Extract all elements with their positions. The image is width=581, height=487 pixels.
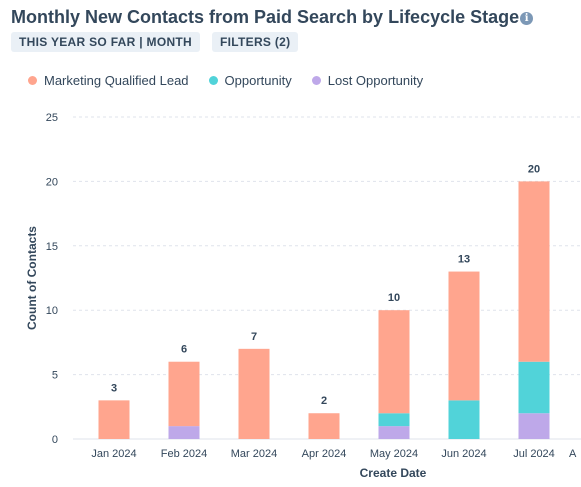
x-tick-label: Jan 2024 [91, 448, 136, 460]
legend-label-opportunity: Opportunity [224, 73, 292, 88]
bar-segment[interactable] [378, 310, 410, 414]
bar-segment[interactable] [378, 413, 410, 427]
x-tick-label: Apr 2024 [302, 448, 347, 460]
bar-segment[interactable] [238, 348, 270, 439]
bar-total-label: 10 [388, 292, 400, 304]
y-tick-label: 5 [52, 370, 58, 382]
bar-segment[interactable] [168, 426, 200, 439]
x-axis-title: Create Date [360, 466, 427, 480]
chart-title-row: Monthly New Contacts from Paid Search by… [11, 7, 534, 28]
bar-segment[interactable] [168, 361, 200, 427]
date-range-chip[interactable]: THIS YEAR SO FAR | MONTH [11, 32, 201, 52]
chart-title: Monthly New Contacts from Paid Search by… [11, 7, 520, 27]
bar-segment[interactable] [378, 426, 410, 439]
y-tick-label: 10 [46, 305, 58, 317]
bar-segment[interactable] [308, 413, 340, 439]
info-icon[interactable]: i [520, 12, 534, 25]
x-tick-label: Mar 2024 [231, 448, 277, 460]
bar-total-label: 3 [111, 382, 117, 394]
x-tick-label-partial: A [569, 448, 577, 460]
legend-item-lost[interactable]: Lost Opportunity [311, 73, 424, 88]
x-tick-label: Jul 2024 [513, 448, 555, 460]
x-tick-label: Feb 2024 [161, 448, 207, 460]
bar-segment[interactable] [518, 361, 550, 414]
chart-legend: Marketing Qualified Lead Opportunity Los… [28, 73, 423, 88]
legend-item-mql[interactable]: Marketing Qualified Lead [28, 73, 189, 88]
bar-total-label: 13 [458, 254, 470, 266]
bar-segment[interactable] [98, 400, 130, 439]
bar-segment[interactable] [448, 271, 480, 401]
legend-swatch-opportunity [208, 76, 218, 85]
y-axis-title: Count of Contacts [25, 226, 39, 330]
bar-total-label: 7 [251, 331, 257, 343]
y-tick-label: 15 [46, 241, 58, 253]
legend-swatch-mql [28, 76, 37, 85]
bar-total-label: 6 [181, 344, 187, 356]
legend-label-lost: Lost Opportunity [327, 73, 424, 88]
legend-swatch-lost [311, 76, 321, 85]
legend-label-mql: Marketing Qualified Lead [44, 73, 189, 88]
y-tick-label: 25 [46, 112, 58, 124]
bar-total-label: 20 [528, 163, 540, 175]
bar-segment[interactable] [448, 400, 480, 439]
legend-item-opportunity[interactable]: Opportunity [208, 73, 292, 88]
x-tick-label: May 2024 [370, 448, 418, 460]
x-tick-label: Jun 2024 [441, 448, 486, 460]
filters-chip[interactable]: FILTERS (2) [212, 32, 299, 52]
bar-segment[interactable] [518, 413, 550, 439]
y-tick-label: 20 [46, 176, 58, 188]
filter-chips: THIS YEAR SO FAR | MONTH FILTERS (2) [11, 32, 299, 52]
bar-total-label: 2 [321, 395, 327, 407]
bar-segment[interactable] [518, 181, 550, 362]
y-tick-label: 0 [52, 434, 58, 446]
